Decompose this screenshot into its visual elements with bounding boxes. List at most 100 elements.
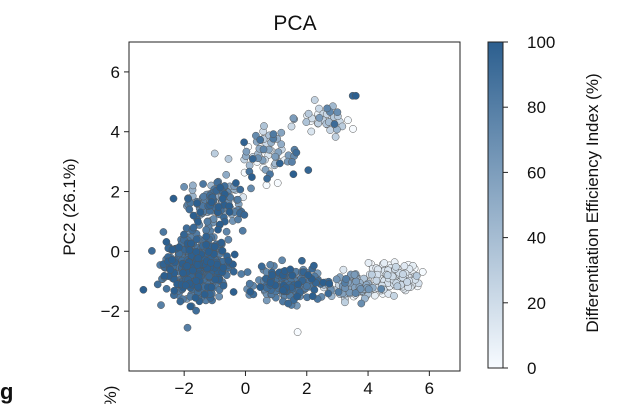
data-point	[218, 246, 227, 255]
data-point	[207, 283, 216, 292]
x-tick-label: 2	[302, 379, 311, 398]
data-point	[160, 271, 169, 280]
chart-title: PCA	[273, 12, 316, 35]
data-point	[204, 247, 213, 256]
scatter-points	[139, 91, 427, 336]
data-point	[372, 276, 381, 285]
data-point	[323, 104, 331, 113]
data-point	[331, 133, 340, 141]
data-point	[266, 278, 275, 287]
data-point	[189, 266, 197, 275]
data-point	[330, 120, 339, 128]
data-point	[230, 250, 239, 259]
data-point	[183, 323, 192, 332]
data-point	[248, 173, 256, 181]
plot-frame	[128, 41, 461, 372]
data-point	[192, 235, 201, 244]
data-point	[183, 262, 192, 270]
data-point	[229, 288, 238, 296]
data-point	[187, 239, 195, 248]
y-tick-label: 0	[111, 242, 120, 261]
data-point	[289, 170, 298, 179]
data-point	[308, 292, 317, 301]
y-tick-label: 2	[111, 183, 120, 202]
data-point	[356, 285, 365, 293]
data-point	[269, 130, 278, 138]
y-tick-label: −2	[101, 302, 120, 321]
data-point	[148, 247, 156, 255]
data-point	[334, 288, 343, 296]
x-tick-label: 0	[241, 379, 250, 398]
data-point	[219, 281, 228, 290]
data-point	[287, 122, 296, 131]
data-point	[214, 203, 223, 211]
data-point	[192, 306, 200, 315]
data-point	[310, 96, 319, 104]
data-point	[257, 262, 266, 271]
data-point	[342, 275, 350, 283]
data-point	[310, 286, 319, 294]
data-point	[279, 286, 287, 295]
data-point	[293, 292, 302, 301]
data-point	[240, 211, 249, 219]
data-point	[304, 271, 313, 279]
data-point	[218, 194, 227, 203]
data-point	[418, 268, 427, 276]
data-point	[211, 275, 220, 284]
data-point	[180, 230, 188, 239]
data-point	[271, 152, 280, 161]
data-point	[307, 127, 316, 136]
x-tick-label: 6	[425, 379, 434, 398]
data-point	[277, 140, 286, 149]
data-point	[222, 227, 231, 236]
data-point	[224, 155, 233, 163]
data-point	[275, 159, 284, 168]
partial-axis-label: %)	[101, 386, 120, 404]
data-point	[189, 211, 198, 220]
data-point	[349, 125, 357, 133]
panel-letter: g	[0, 379, 13, 404]
data-point	[268, 271, 276, 279]
data-point	[175, 243, 183, 252]
data-point	[357, 299, 366, 308]
data-point	[199, 192, 208, 201]
data-point	[162, 284, 171, 293]
data-point	[284, 299, 293, 308]
data-point	[219, 263, 228, 272]
data-point	[246, 287, 255, 296]
data-point	[399, 270, 407, 279]
data-point	[400, 262, 409, 270]
data-point	[380, 259, 389, 267]
data-point	[189, 223, 198, 232]
data-point	[393, 282, 402, 291]
data-point	[216, 183, 225, 192]
data-point	[262, 181, 271, 189]
data-point	[200, 290, 209, 299]
data-point	[192, 276, 201, 285]
data-point	[210, 242, 219, 251]
data-point	[289, 114, 298, 123]
data-point	[205, 272, 214, 281]
data-point	[225, 208, 234, 216]
data-point	[139, 285, 148, 294]
data-point	[344, 116, 352, 125]
data-point	[193, 261, 202, 269]
data-point	[302, 282, 311, 290]
data-point	[332, 275, 341, 284]
data-point	[325, 279, 334, 288]
data-point	[315, 104, 323, 113]
data-point	[238, 226, 247, 235]
data-point	[294, 280, 302, 289]
data-point	[263, 174, 271, 183]
data-point	[186, 302, 195, 311]
data-point	[339, 265, 348, 274]
data-point	[341, 298, 349, 307]
data-point	[288, 158, 296, 166]
data-point	[243, 268, 252, 276]
data-point	[229, 267, 238, 276]
data-point	[310, 261, 318, 270]
data-point	[277, 128, 286, 137]
data-point	[247, 184, 255, 193]
data-point	[324, 289, 333, 298]
